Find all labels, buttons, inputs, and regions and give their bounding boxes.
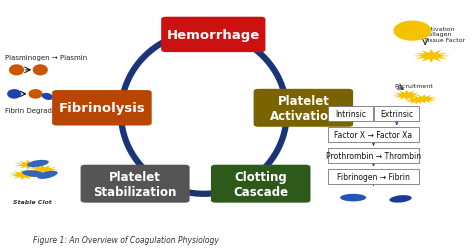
FancyBboxPatch shape xyxy=(374,107,419,122)
Text: Platelet
Stabilization: Platelet Stabilization xyxy=(93,170,177,198)
Ellipse shape xyxy=(37,171,58,179)
Text: Fibrin Degradation: Fibrin Degradation xyxy=(5,108,69,114)
Ellipse shape xyxy=(390,195,411,203)
Ellipse shape xyxy=(340,194,366,202)
FancyBboxPatch shape xyxy=(211,165,310,203)
Text: Extrinsic: Extrinsic xyxy=(380,110,413,119)
FancyBboxPatch shape xyxy=(328,169,419,184)
Ellipse shape xyxy=(27,160,49,167)
Text: Clotting
Cascade: Clotting Cascade xyxy=(233,170,288,198)
Text: Prothrombin → Thrombin: Prothrombin → Thrombin xyxy=(326,151,421,160)
Polygon shape xyxy=(14,160,45,170)
FancyBboxPatch shape xyxy=(328,107,373,122)
Polygon shape xyxy=(392,90,422,101)
FancyBboxPatch shape xyxy=(254,89,353,127)
Text: Factor X → Factor Xa: Factor X → Factor Xa xyxy=(335,131,412,140)
Text: Fibrinogen → Fibrin: Fibrinogen → Fibrin xyxy=(337,172,410,181)
Text: Plasminogen → Plasmin: Plasminogen → Plasmin xyxy=(5,55,87,61)
Polygon shape xyxy=(28,165,59,175)
Text: Recruitment: Recruitment xyxy=(394,83,433,88)
Ellipse shape xyxy=(22,170,44,177)
Ellipse shape xyxy=(42,93,53,101)
Text: Activation
Collagen
Tissue Factor: Activation Collagen Tissue Factor xyxy=(424,26,465,43)
FancyBboxPatch shape xyxy=(328,148,419,163)
Ellipse shape xyxy=(28,90,43,99)
Text: Hemorrhage: Hemorrhage xyxy=(167,29,260,42)
Circle shape xyxy=(393,21,431,42)
Text: Stable Clot: Stable Clot xyxy=(13,199,52,204)
Text: Intrinsic: Intrinsic xyxy=(335,110,366,119)
Text: Platelet
Activation: Platelet Activation xyxy=(270,94,337,122)
Polygon shape xyxy=(411,95,438,104)
FancyBboxPatch shape xyxy=(52,91,152,126)
FancyBboxPatch shape xyxy=(81,165,190,203)
Text: Figure 1: An Overview of Coagulation Physiology: Figure 1: An Overview of Coagulation Phy… xyxy=(33,235,219,244)
Polygon shape xyxy=(404,97,428,105)
Text: Fibrinolysis: Fibrinolysis xyxy=(58,102,146,115)
Ellipse shape xyxy=(7,90,21,99)
Polygon shape xyxy=(9,170,39,180)
Ellipse shape xyxy=(33,65,48,76)
FancyBboxPatch shape xyxy=(328,128,419,143)
Polygon shape xyxy=(412,50,450,63)
FancyBboxPatch shape xyxy=(161,18,265,53)
Ellipse shape xyxy=(9,65,24,76)
